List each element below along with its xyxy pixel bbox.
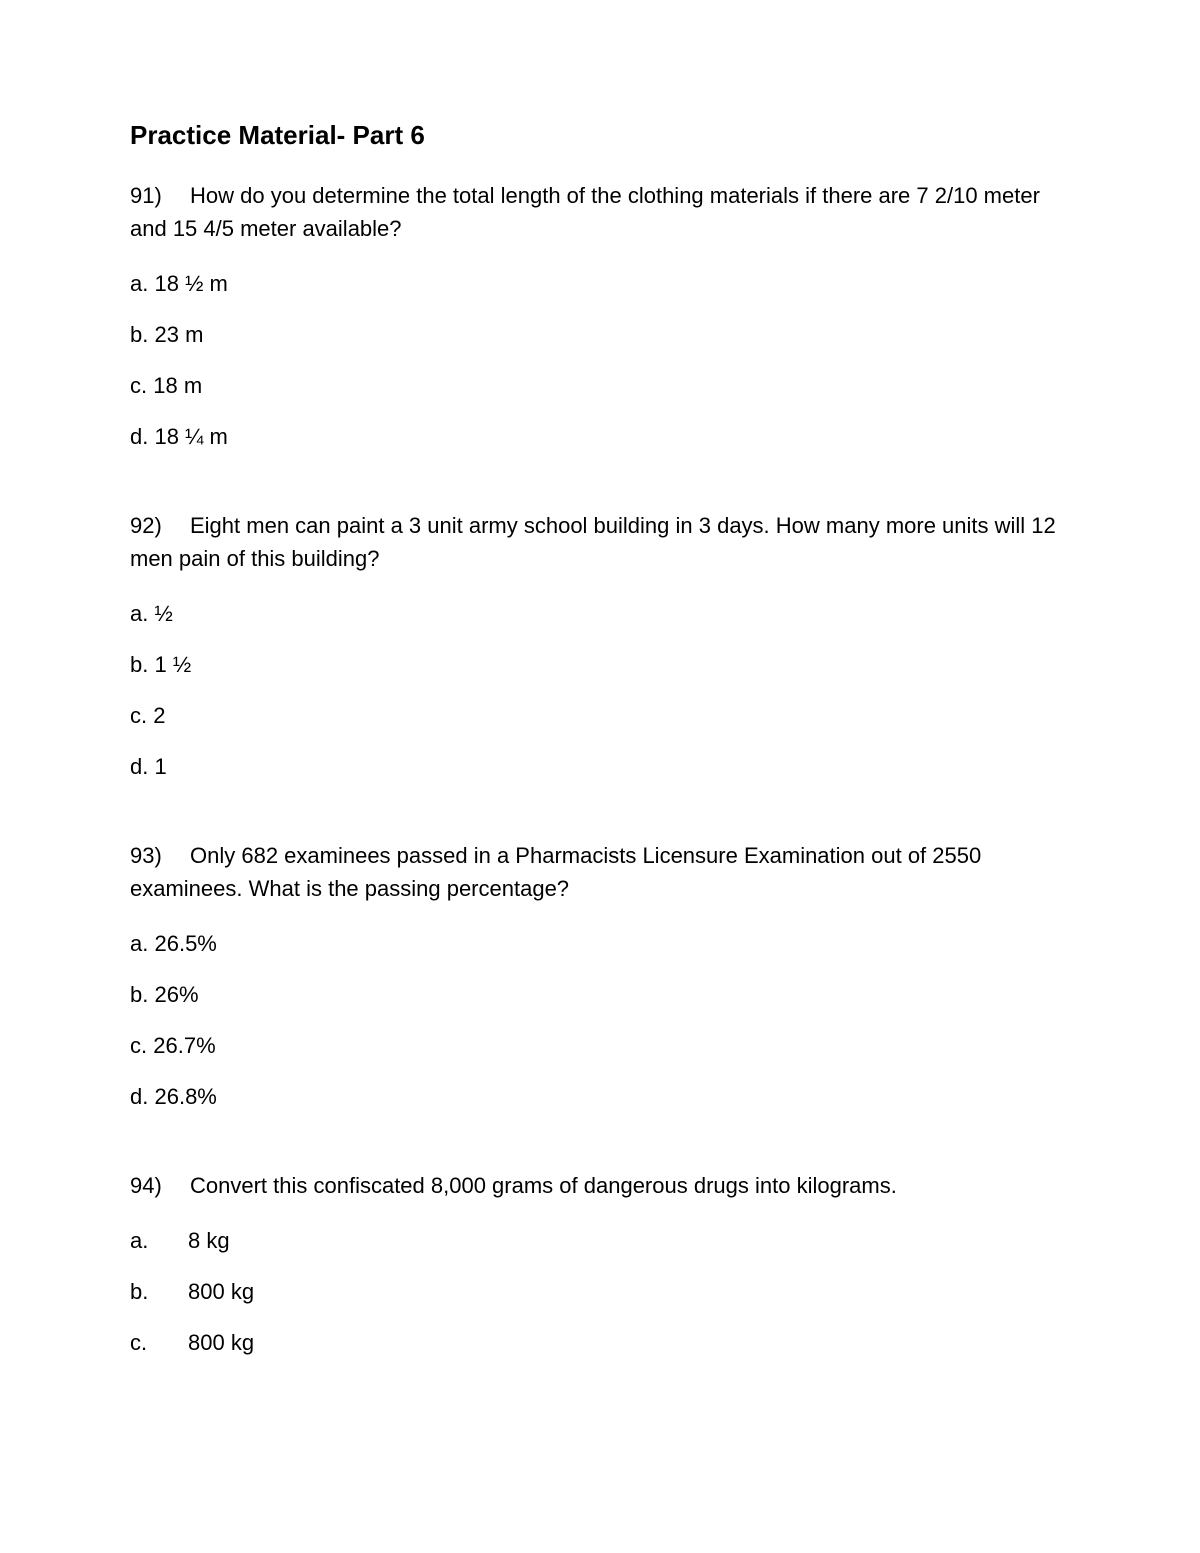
option-letter: a. bbox=[130, 1224, 188, 1257]
option-text: 18 ½ m bbox=[154, 271, 227, 296]
question-option: c. 18 m bbox=[130, 369, 1070, 402]
option-text: 23 m bbox=[154, 322, 203, 347]
question-option: b. 23 m bbox=[130, 318, 1070, 351]
question-text: 91)How do you determine the total length… bbox=[130, 179, 1070, 245]
question-prompt: Convert this confiscated 8,000 grams of … bbox=[190, 1173, 897, 1198]
question-option: b.800 kg bbox=[130, 1275, 1070, 1308]
question-text: 92)Eight men can paint a 3 unit army sch… bbox=[130, 509, 1070, 575]
question-option: d. 1 bbox=[130, 750, 1070, 783]
option-text: 2 bbox=[153, 703, 165, 728]
question-option: d. 26.8% bbox=[130, 1080, 1070, 1113]
question-option: a. 18 ½ m bbox=[130, 267, 1070, 300]
question-block: 93)Only 682 examinees passed in a Pharma… bbox=[130, 839, 1070, 1113]
option-letter: b. bbox=[130, 648, 148, 681]
question-option: a. ½ bbox=[130, 597, 1070, 630]
question-number: 93) bbox=[130, 839, 190, 872]
question-text: 94)Convert this confiscated 8,000 grams … bbox=[130, 1169, 1070, 1202]
question-option: b. 26% bbox=[130, 978, 1070, 1011]
question-prompt: Only 682 examinees passed in a Pharmacis… bbox=[130, 843, 981, 901]
option-text: 18 m bbox=[153, 373, 202, 398]
option-letter: c. bbox=[130, 699, 147, 732]
option-letter: a. bbox=[130, 597, 148, 630]
option-text: 1 ½ bbox=[154, 652, 191, 677]
option-letter: b. bbox=[130, 1275, 188, 1308]
option-letter: a. bbox=[130, 267, 148, 300]
option-letter: a. bbox=[130, 927, 148, 960]
question-number: 91) bbox=[130, 179, 190, 212]
question-block: 94)Convert this confiscated 8,000 grams … bbox=[130, 1169, 1070, 1359]
option-letter: b. bbox=[130, 318, 148, 351]
question-block: 92)Eight men can paint a 3 unit army sch… bbox=[130, 509, 1070, 783]
option-text: 800 kg bbox=[188, 1330, 254, 1355]
option-letter: d. bbox=[130, 420, 148, 453]
question-prompt: Eight men can paint a 3 unit army school… bbox=[130, 513, 1056, 571]
option-letter: d. bbox=[130, 1080, 148, 1113]
question-option: c. 26.7% bbox=[130, 1029, 1070, 1062]
question-prompt: How do you determine the total length of… bbox=[130, 183, 1040, 241]
option-text: 26% bbox=[154, 982, 198, 1007]
question-number: 94) bbox=[130, 1169, 190, 1202]
option-text: 26.8% bbox=[154, 1084, 216, 1109]
option-text: ½ bbox=[154, 601, 172, 626]
option-text: 800 kg bbox=[188, 1279, 254, 1304]
question-option: b. 1 ½ bbox=[130, 648, 1070, 681]
option-letter: d. bbox=[130, 750, 148, 783]
question-option: c. 2 bbox=[130, 699, 1070, 732]
question-number: 92) bbox=[130, 509, 190, 542]
question-option: a.8 kg bbox=[130, 1224, 1070, 1257]
option-letter: c. bbox=[130, 1326, 188, 1359]
page-title: Practice Material- Part 6 bbox=[130, 120, 1070, 151]
question-option: d. 18 ¼ m bbox=[130, 420, 1070, 453]
question-option: a. 26.5% bbox=[130, 927, 1070, 960]
question-text: 93)Only 682 examinees passed in a Pharma… bbox=[130, 839, 1070, 905]
option-letter: c. bbox=[130, 1029, 147, 1062]
question-block: 91)How do you determine the total length… bbox=[130, 179, 1070, 453]
option-text: 1 bbox=[154, 754, 166, 779]
option-text: 26.7% bbox=[153, 1033, 215, 1058]
option-text: 18 ¼ m bbox=[154, 424, 227, 449]
option-letter: c. bbox=[130, 369, 147, 402]
option-text: 26.5% bbox=[154, 931, 216, 956]
question-option: c.800 kg bbox=[130, 1326, 1070, 1359]
option-letter: b. bbox=[130, 978, 148, 1011]
option-text: 8 kg bbox=[188, 1228, 230, 1253]
